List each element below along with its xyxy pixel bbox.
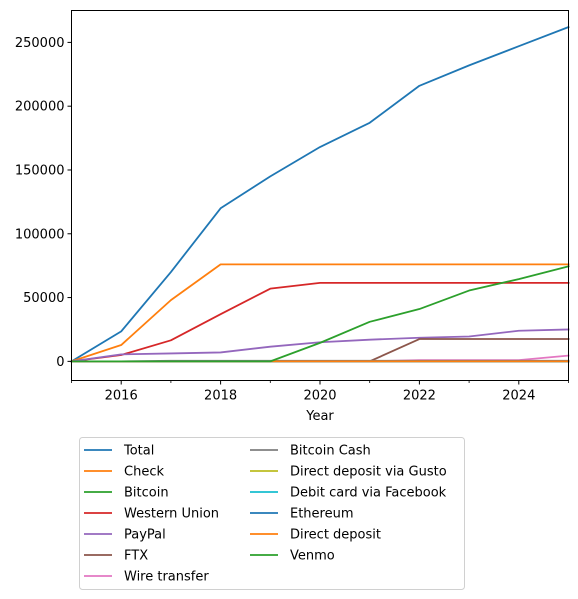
legend: Total Check Bitcoin Western Union PayPal FTX W…	[79, 437, 465, 590]
legend-label: Bitcoin	[124, 486, 169, 501]
legend-label: Direct deposit	[290, 528, 381, 543]
legend-label: Western Union	[124, 507, 219, 522]
legend-label: Ethereum	[290, 507, 354, 522]
x-tick-label: 2018	[204, 389, 237, 404]
y-tick-label: 0	[56, 355, 64, 370]
y-tick-label: 250000	[15, 36, 65, 51]
legend-label: Direct deposit via Gusto	[290, 465, 447, 480]
y-tick-label: 50000	[23, 291, 64, 306]
plot-area-frame	[71, 10, 569, 381]
y-tick-label: 150000	[15, 163, 65, 178]
series-line-0	[70, 25, 570, 363]
y-tick-label: 200000	[15, 100, 65, 115]
x-tick-label: 2016	[105, 389, 138, 404]
legend-label: Total	[123, 444, 154, 459]
x-axis: 2016 2018 2020 2022 2024	[71, 380, 569, 404]
legend-label: Venmo	[290, 549, 335, 564]
y-axis: 0 50000 100000 150000 200000 250000	[15, 36, 72, 370]
legend-label: FTX	[124, 549, 148, 564]
series-line-3	[70, 281, 570, 363]
legend-label: PayPal	[124, 528, 166, 543]
series-lines	[70, 25, 570, 363]
series-line-12	[70, 265, 570, 363]
legend-label: Debit card via Facebook	[290, 486, 447, 501]
legend-label: Bitcoin Cash	[290, 444, 371, 459]
x-tick-label: 2022	[403, 389, 436, 404]
x-tick-label: 2024	[502, 389, 535, 404]
x-axis-label: Year	[305, 409, 334, 424]
y-tick-label: 100000	[15, 227, 65, 242]
legend-label: Wire transfer	[124, 570, 209, 585]
x-tick-label: 2020	[303, 389, 336, 404]
legend-label: Check	[124, 465, 164, 480]
series-line-1	[70, 263, 570, 363]
series-line-4	[70, 328, 570, 363]
